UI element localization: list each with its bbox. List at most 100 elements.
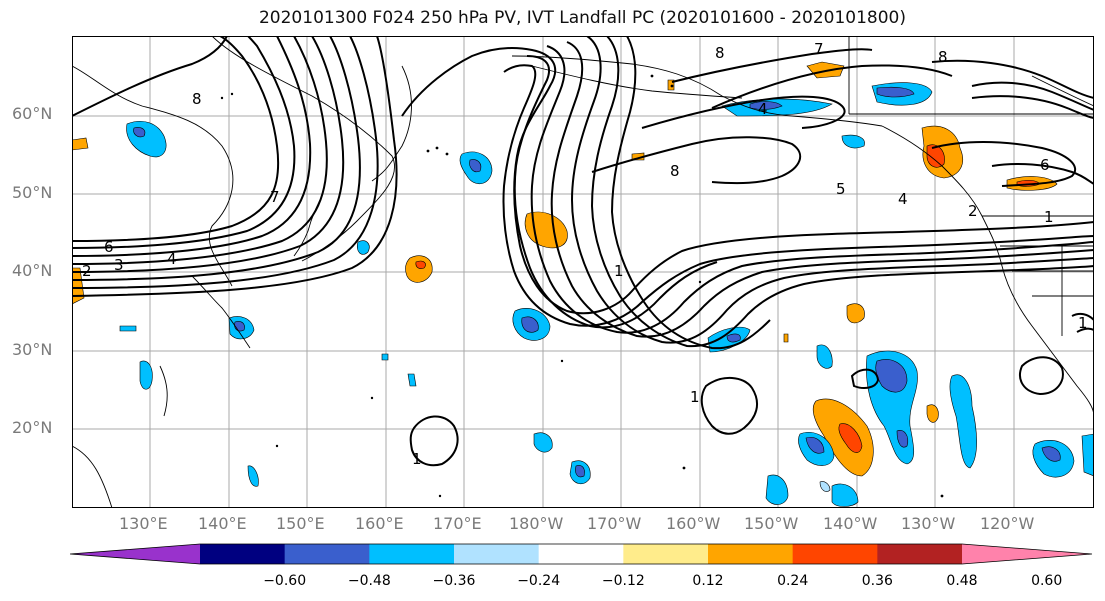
pv-contour: [530, 45, 1094, 334]
pv-contour: [72, 36, 361, 281]
contour-label: 1: [412, 450, 422, 468]
pv-contour: [72, 36, 398, 297]
pv-contour: [991, 163, 1094, 185]
pv-contour: [610, 36, 771, 350]
colorbar-swatch: [200, 544, 286, 564]
contour-labels: 8 6 4 3 2 7 8 4 5 4 2 1 8 8 7 6 1 1 1 1: [82, 40, 1088, 468]
contour-label: 8: [715, 44, 725, 62]
ivt-negative-region: [381, 353, 389, 361]
colorbar-tick-label: −0.48: [347, 573, 391, 589]
pv-contour: [931, 59, 1094, 99]
lat-label-20n: 20°N: [12, 418, 53, 437]
islands: [220, 74, 944, 498]
pv-contour: [971, 81, 1094, 111]
contour-label: 4: [758, 100, 768, 118]
pv-contour: [931, 141, 1077, 187]
gridlines: [72, 36, 1094, 508]
ivt-negative-region: [139, 360, 153, 390]
contour-label: 1: [690, 388, 700, 406]
lon-label-170e: 170°E: [433, 514, 482, 533]
lon-label-130e: 130°E: [119, 514, 168, 533]
pv-contour: [72, 36, 296, 249]
map-title: 2020101300 F024 250 hPa PV, IVT Landfall…: [258, 8, 906, 28]
ivt-negative-region: [357, 240, 370, 255]
lat-label-60n: 60°N: [12, 104, 53, 123]
ivt-negative-region: [805, 437, 825, 454]
pv-contour: [1071, 312, 1094, 321]
colorbar-tick-label: −0.12: [601, 573, 645, 589]
ivt-positive-region: [806, 61, 845, 79]
ivt-negative-region: [875, 359, 908, 393]
pv-contour: [72, 36, 379, 289]
ivt-negative-region: [575, 465, 585, 478]
ivt-negative-region: [119, 325, 137, 332]
colorbar-swatch: [792, 544, 878, 564]
ivt-positive-region: [926, 144, 945, 168]
colorbar-tick-label: 0.60: [1031, 573, 1063, 589]
contour-label: 2: [82, 262, 92, 280]
ivt-negative-region: [876, 86, 915, 98]
colorbar-tick-label: 0.12: [692, 573, 724, 589]
pv-contours: [72, 36, 1094, 467]
colorbar-swatch: [623, 544, 709, 564]
colorbar-swatch: [284, 544, 370, 564]
ivt-negative-region: [133, 127, 146, 138]
ivt-positive-region: [783, 333, 789, 343]
pv-contour: [409, 415, 459, 467]
ivt-negative-region: [896, 430, 909, 448]
ivt-negative-region: [816, 344, 833, 369]
contour-label: 3: [114, 256, 124, 274]
ivt-negative-region: [1081, 433, 1094, 477]
pv-contour: [850, 368, 880, 389]
ivt-positive-region: [415, 260, 426, 269]
lon-label-140e: 140°E: [198, 514, 247, 533]
colorbar-outline: [70, 543, 1093, 565]
pv-contour: [671, 48, 873, 83]
contour-label: 6: [1040, 156, 1050, 174]
ivt-negative-region: [533, 432, 553, 453]
pv-contour: [1019, 356, 1064, 396]
pv-contour: [591, 136, 802, 185]
contour-label: 6: [104, 238, 114, 256]
pv-contour: [550, 41, 1094, 338]
ivt-positive-region: [72, 137, 89, 151]
colorbar-extension-low: [70, 544, 200, 564]
ivt-positive-region: [846, 303, 865, 324]
colorbar-tick-label: 0.24: [777, 573, 809, 589]
ivt-negative-region: [841, 134, 865, 149]
lat-label-30n: 30°N: [12, 340, 53, 359]
ivt-shading: [72, 61, 1094, 507]
ivt-negative-region: [247, 465, 259, 487]
pv-contour: [570, 36, 1094, 344]
ivt-negative-region: [949, 374, 977, 469]
lon-label-180w: 180°W: [509, 514, 564, 533]
pv-contour: [72, 36, 328, 265]
ivt-negative-region: [1041, 446, 1061, 462]
colorbar-swatch: [538, 544, 624, 564]
pv-contour: [72, 36, 280, 242]
lon-label-120w: 120°W: [980, 514, 1035, 533]
colorbar-swatch: [369, 544, 455, 564]
colorbar-tick-label: −0.24: [517, 573, 561, 589]
contour-label: 1: [1078, 314, 1088, 332]
lon-label-170w: 170°W: [587, 514, 642, 533]
pv-contour: [971, 95, 1094, 119]
ivt-negative-region: [726, 333, 741, 343]
map-frame: [72, 36, 1094, 508]
contour-label: 8: [192, 90, 202, 108]
pv-contour: [1076, 327, 1094, 333]
map-panel: 8 6 4 3 2 7 8 4 5 4 2 1 8 8 7 6 1 1 1 1: [72, 36, 1094, 508]
map-canvas: 8 6 4 3 2 7 8 4 5 4 2 1 8 8 7 6 1 1 1 1: [72, 36, 1094, 508]
lon-label-160e: 160°E: [355, 514, 404, 533]
lon-label-130w: 130°W: [901, 514, 956, 533]
pv-contour: [711, 64, 953, 109]
colorbar: [70, 543, 1093, 565]
colorbar-tick-label: 0.48: [946, 573, 978, 589]
contour-label: 7: [270, 188, 280, 206]
contour-label: 5: [836, 180, 846, 198]
ivt-negative-region: [749, 101, 783, 110]
contour-label: 2: [968, 202, 978, 220]
colorbar-tick-label: 0.36: [861, 573, 893, 589]
ivt-negative-region: [469, 159, 482, 173]
lon-label-150w: 150°W: [744, 514, 799, 533]
